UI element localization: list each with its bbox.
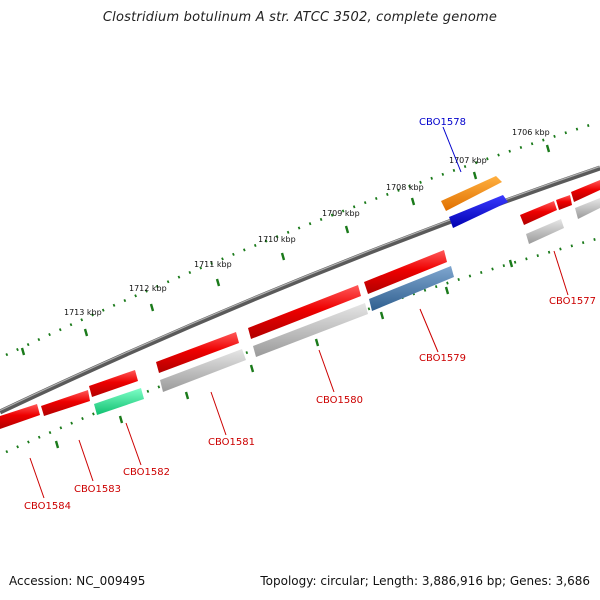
major-ticks (20, 144, 551, 356)
kbp-label: 1711 kbp (194, 260, 232, 269)
inner-tick-ruler (5, 236, 600, 454)
topology-text: Topology: circular; Length: 3,886,916 bp… (260, 574, 590, 588)
gene-cbo1583[interactable] (41, 390, 90, 416)
kbp-label: 1706 kbp (512, 128, 550, 137)
kbp-label: 1712 kbp (129, 284, 167, 293)
kbp-label: 1707 kbp (449, 156, 487, 165)
gene-label-cbo1583: CBO1583 (74, 484, 121, 495)
gene-cbo1580[interactable] (248, 285, 368, 357)
kbp-label: 1709 kbp (322, 209, 360, 218)
kbp-label: 1713 kbp (64, 308, 102, 317)
gene-label-cbo1580: CBO1580 (316, 395, 363, 406)
gene-cbo1577[interactable] (520, 180, 600, 244)
kbp-label: 1710 kbp (258, 235, 296, 244)
feature-blue (449, 195, 508, 228)
gene-cbo1578[interactable] (441, 176, 508, 228)
map-title: Clostridium botulinum A str. ATCC 3502, … (102, 10, 498, 25)
gene-label-cbo1582: CBO1582 (123, 467, 170, 478)
gene-cbo1579[interactable] (364, 250, 454, 311)
gene-label-cbo1584: CBO1584 (24, 501, 71, 512)
gene-cbo1581[interactable] (156, 332, 246, 392)
genome-backbone-highlight (0, 165, 600, 412)
accession-text: Accession: NC_009495 (9, 574, 146, 588)
gene-cbo1582[interactable] (89, 370, 144, 415)
genome-backbone (0, 165, 600, 415)
gene-label-cbo1577: CBO1577 (549, 296, 596, 307)
kbp-label: 1708 kbp (386, 183, 424, 192)
feature-orange (441, 176, 502, 211)
gene-label-cbo1581: CBO1581 (208, 437, 255, 448)
gene-label-cbo1579: CBO1579 (419, 353, 466, 364)
gene-label-cbo1578: CBO1578 (419, 117, 466, 128)
inner-major-ticks (54, 259, 514, 449)
gene-cbo1584[interactable] (0, 404, 40, 429)
